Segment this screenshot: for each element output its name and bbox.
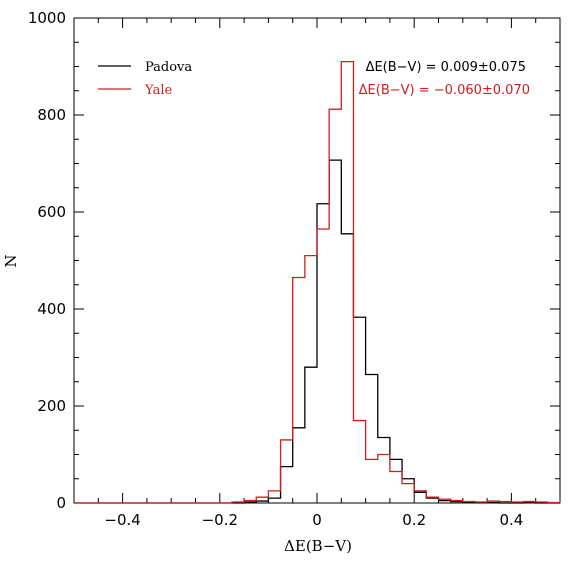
legend-label-yale: Yale: [144, 83, 172, 98]
y-tick-label: 400: [37, 300, 66, 318]
x-tick-label: 0.2: [402, 511, 426, 529]
x-tick-label: 0: [312, 511, 322, 529]
y-tick-label: 200: [37, 397, 66, 415]
x-axis-label: ΔE(B−V): [284, 537, 352, 555]
histogram-series-padova: [74, 159, 560, 504]
plot-area: 0 200 400 600 800 1000 −0.4 −0.2 0 0.2 0.4: [28, 9, 561, 529]
y-tick-label: 600: [37, 203, 66, 221]
annotations: ΔE(B−V) = 0.009±0.075 ΔE(B−V) = −0.060±0…: [359, 60, 530, 98]
legend-label-padova: Padova: [145, 60, 192, 75]
y-tick-label: 1000: [28, 9, 66, 27]
y-tick-label: 0: [56, 494, 66, 512]
x-tick-label: −0.4: [104, 511, 140, 529]
annotation-yale-stat: ΔE(B−V) = −0.060±0.070: [359, 83, 530, 98]
y-tick-label: 800: [37, 106, 66, 124]
annotation-padova-stat: ΔE(B−V) = 0.009±0.075: [366, 60, 526, 75]
legend: Padova Yale: [98, 60, 192, 98]
histogram-series-yale: [74, 61, 561, 504]
y-axis-label: N: [2, 254, 20, 267]
x-tick-label: 0.4: [499, 511, 523, 529]
x-tick-label: −0.2: [202, 511, 238, 529]
